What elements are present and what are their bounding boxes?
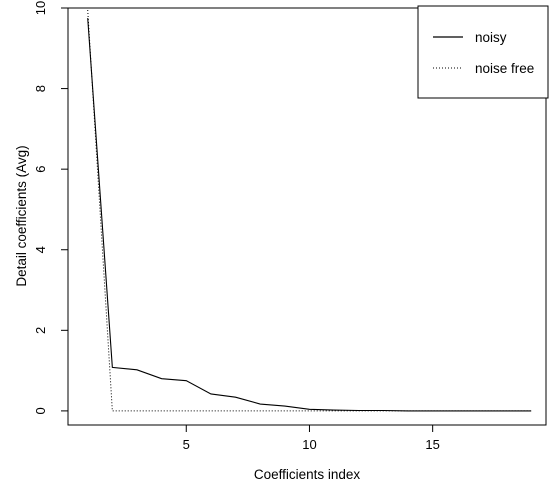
series-line-noisy bbox=[87, 18, 532, 412]
legend-box bbox=[417, 5, 549, 99]
y-tick-label: 4 bbox=[33, 246, 48, 253]
legend-label-noise-free: noise free bbox=[475, 61, 534, 76]
y-axis: 0 2 4 6 8 10 bbox=[33, 1, 68, 415]
x-tick-label: 10 bbox=[302, 437, 316, 452]
x-axis-title: Coefficients index bbox=[254, 467, 361, 482]
y-tick-label: 10 bbox=[33, 1, 48, 15]
legend: noisy noise free bbox=[417, 5, 549, 99]
x-tick-label: 5 bbox=[183, 437, 190, 452]
y-tick-label: 6 bbox=[33, 166, 48, 173]
series-line-noise-free bbox=[87, 9, 532, 412]
y-tick-label: 0 bbox=[33, 407, 48, 414]
series-layer bbox=[87, 9, 532, 412]
y-axis-title: Detail coefficients (Avg) bbox=[14, 145, 29, 286]
x-tick-label: 15 bbox=[425, 437, 439, 452]
y-tick-label: 8 bbox=[33, 85, 48, 92]
plot-frame bbox=[67, 7, 547, 426]
legend-label-noisy: noisy bbox=[475, 30, 507, 45]
y-tick-label: 2 bbox=[33, 327, 48, 334]
x-axis: 5 10 15 bbox=[183, 425, 440, 452]
